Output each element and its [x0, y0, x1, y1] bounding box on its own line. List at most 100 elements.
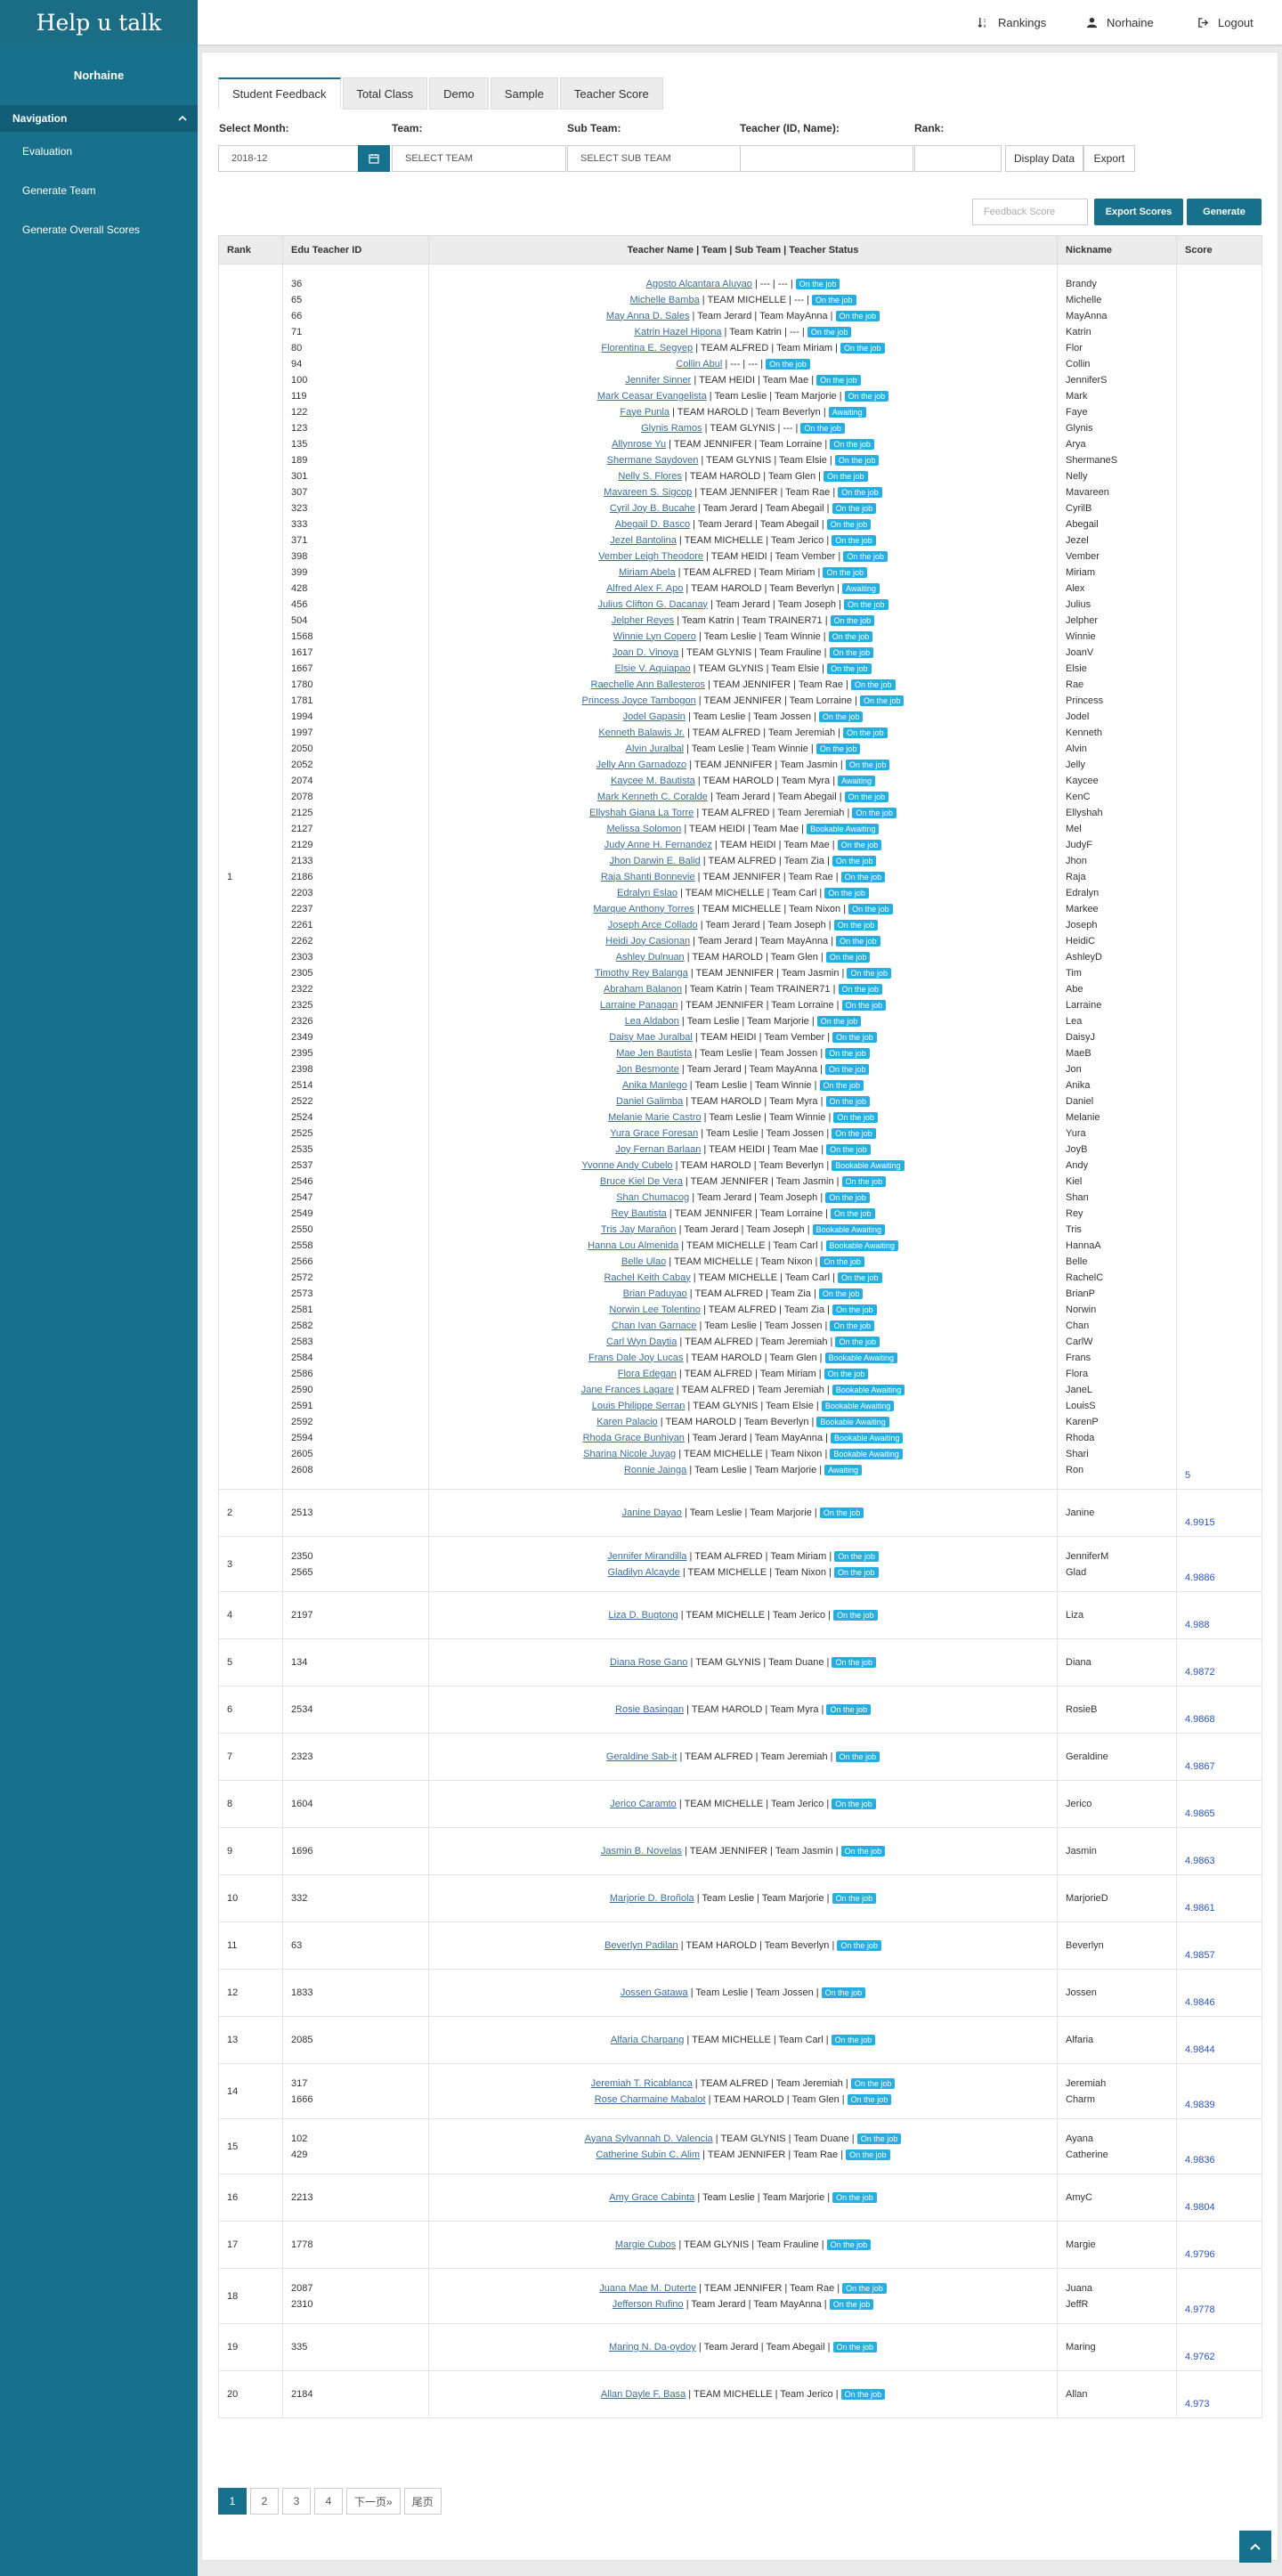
teacher-name-link[interactable]: Mark Ceasar Evangelista [596, 390, 707, 402]
header-teacher-info[interactable]: Teacher Name | Team | Sub Team | Teacher… [428, 235, 1058, 264]
page-button-2[interactable]: 2 [250, 2488, 279, 2515]
teacher-name-link[interactable]: Katrin Hazel Hipona [634, 326, 722, 337]
teacher-name-link[interactable]: Alfaria Charpang [610, 2035, 685, 2045]
teacher-name-link[interactable]: Jeremiah T. Ricablanca [590, 2077, 693, 2089]
teacher-name-link[interactable]: Joan D. Vinoya [612, 646, 679, 658]
teacher-name-link[interactable]: Joseph Arce Collado [607, 919, 698, 930]
teacher-name-link[interactable]: Gladilyn Alcayde [607, 1566, 680, 1578]
teacher-name-link[interactable]: Tris Jay Marañon [600, 1223, 677, 1235]
teacher-name-link[interactable]: Rhoda Grace Bunhiyan [582, 1432, 685, 1443]
teacher-name-link[interactable]: Juana Mae M. Duterte [599, 2282, 697, 2294]
teacher-name-link[interactable]: Frans Dale Joy Lucas [588, 1352, 684, 1363]
teacher-name-link[interactable]: Faye Punla [620, 406, 670, 418]
teacher-name-link[interactable]: Lea Aldabon [624, 1015, 679, 1027]
sidebar-item-evaluation[interactable]: Evaluation [22, 145, 73, 158]
header-teacher-id[interactable]: Edu Teacher ID [282, 235, 429, 264]
score-value[interactable]: 4.9915 [1185, 1517, 1215, 1528]
calendar-button[interactable] [358, 145, 390, 172]
teacher-name-link[interactable]: Heidi Joy Casionan [605, 935, 691, 947]
feedback-score-input[interactable]: Feedback Score [972, 199, 1088, 225]
teacher-name-link[interactable]: Raja Shanti Bonnevie [600, 871, 695, 882]
teacher-name-link[interactable]: Margie Cubos [614, 2239, 677, 2250]
teacher-name-link[interactable]: Mavareen S. Sigcop [604, 486, 693, 498]
teacher-name-link[interactable]: Carl Wyn Daytia [605, 1336, 678, 1347]
teacher-name-link[interactable]: Mae Jen Bautista [616, 1047, 693, 1059]
score-value[interactable]: 4.988 [1185, 1620, 1210, 1630]
score-value[interactable]: 4.9778 [1185, 2304, 1215, 2315]
teacher-name-link[interactable]: Jerico Caramto [610, 1799, 677, 1809]
score-value[interactable]: 4.9844 [1185, 2044, 1215, 2055]
score-value[interactable]: 4.9846 [1185, 1997, 1215, 2008]
teacher-name-link[interactable]: Glynis Ramos [641, 422, 702, 434]
score-value[interactable]: 4.9762 [1185, 2352, 1215, 2362]
score-value[interactable]: 4.9872 [1185, 1667, 1215, 1678]
teacher-name-link[interactable]: Belle Ulao [621, 1255, 667, 1267]
teacher-name-link[interactable]: Cyril Joy B. Bucahe [609, 502, 695, 514]
teacher-name-link[interactable]: Miriam Abela [619, 566, 676, 578]
teacher-name-link[interactable]: Shan Chumacog [616, 1191, 690, 1203]
teacher-name-link[interactable]: Beverlyn Padilan [604, 1940, 678, 1951]
score-value[interactable]: 4.9804 [1185, 2202, 1215, 2213]
teacher-name-link[interactable]: Liza D. Bugtong [608, 1610, 678, 1621]
teacher-name-link[interactable]: Jelly Ann Garnadozo [596, 759, 687, 770]
teacher-name-link[interactable]: Melissa Solomon [606, 823, 682, 834]
teacher-name-link[interactable]: Ronnie Jainga [623, 1464, 687, 1475]
teacher-name-link[interactable]: Yura Grace Foresan [610, 1127, 699, 1139]
teacher-name-link[interactable]: Jon Besmonte [616, 1063, 679, 1075]
tab-demo[interactable]: Demo [429, 77, 489, 110]
teacher-name-link[interactable]: Brian Paduyao [622, 1288, 687, 1299]
tab-student-feedback[interactable]: Student Feedback [218, 77, 341, 110]
score-value[interactable]: 4.9857 [1185, 1950, 1215, 1961]
last-page-button[interactable]: 尾页 [403, 2488, 442, 2515]
teacher-name-link[interactable]: Vember Leigh Theodore [598, 550, 703, 562]
teacher-name-link[interactable]: Alvin Juralbal [625, 743, 685, 754]
teacher-name-link[interactable]: Agosto Alcantara Aluyao [645, 278, 752, 289]
teacher-name-link[interactable]: Abraham Balanon [603, 983, 683, 995]
teacher-name-link[interactable]: Daisy Mae Juralbal [609, 1031, 693, 1043]
teacher-name-link[interactable]: Yvonne Andy Cubelo [581, 1159, 673, 1171]
brand-logo[interactable]: Help u talk [0, 0, 198, 45]
tab-sample[interactable]: Sample [490, 77, 558, 110]
teacher-name-link[interactable]: Mark Kenneth C. Coralde [596, 791, 708, 802]
teacher-name-link[interactable]: Flora Edegan [617, 1368, 677, 1379]
teacher-name-link[interactable]: Ayana Sylvannah D. Valencia [584, 2133, 713, 2144]
teacher-name-link[interactable]: Elsie V. Aquiapao [614, 662, 691, 674]
teacher-name-link[interactable]: Collin Abul [676, 358, 723, 370]
teacher-input[interactable] [740, 145, 913, 172]
score-value[interactable]: 5 [1185, 1470, 1191, 1481]
teacher-name-link[interactable]: Timothy Rey Balanga [595, 967, 688, 979]
teacher-name-link[interactable]: Princess Joyce Tambogon [581, 695, 696, 706]
tab-teacher-score[interactable]: Teacher Score [559, 77, 663, 110]
teacher-name-link[interactable]: Ashley Dulnuan [615, 951, 685, 963]
sidebar-item-generate-overall-scores[interactable]: Generate Overall Scores [22, 223, 141, 236]
generate-button[interactable]: Generate [1187, 199, 1262, 225]
teacher-name-link[interactable]: Sharina Nicole Juyag [583, 1448, 677, 1459]
display-data-button[interactable]: Display Data [1005, 145, 1083, 172]
navigation-header[interactable]: Navigation [0, 105, 198, 132]
teacher-name-link[interactable]: Karen Palacio [596, 1416, 658, 1427]
teacher-name-link[interactable]: Joy Fernan Barlaan [615, 1143, 702, 1155]
teacher-name-link[interactable]: Jasmin B. Novelas [600, 1846, 682, 1857]
teacher-name-link[interactable]: Shermane Saydoven [606, 454, 699, 466]
score-value[interactable]: 4.9839 [1185, 2100, 1215, 2110]
teacher-name-link[interactable]: Hanna Lou Almenida [588, 1239, 679, 1251]
page-button-3[interactable]: 3 [282, 2488, 311, 2515]
teacher-name-link[interactable]: Louis Philippe Serran [591, 1400, 686, 1411]
score-value[interactable]: 4.9868 [1185, 1714, 1215, 1725]
teacher-name-link[interactable]: Rachel Keith Cabay [604, 1272, 691, 1283]
teacher-name-link[interactable]: Judy Anne H. Fernandez [604, 839, 712, 850]
user-menu[interactable]: Norhaine [1086, 0, 1154, 45]
teacher-name-link[interactable]: Allynrose Yu [612, 438, 667, 450]
teacher-name-link[interactable]: Jezel Bantolina [610, 534, 677, 546]
teacher-name-link[interactable]: Florentina E. Segyep [601, 342, 694, 353]
score-value[interactable]: 4.9861 [1185, 1903, 1215, 1914]
teacher-name-link[interactable]: Melanie Marie Castro [608, 1111, 702, 1123]
teacher-name-link[interactable]: May Anna D. Sales [605, 310, 690, 321]
sidebar-item-generate-team[interactable]: Generate Team [22, 184, 96, 197]
teacher-name-link[interactable]: Rosie Basingan [615, 1704, 685, 1715]
month-input[interactable]: 2018-12 [218, 145, 359, 172]
export-scores-button[interactable]: Export Scores [1094, 199, 1183, 225]
teacher-name-link[interactable]: Raechelle Ann Ballesteros [590, 679, 705, 690]
teacher-name-link[interactable]: Catherine Subin C. Alim [596, 2149, 701, 2160]
teacher-name-link[interactable]: Marjorie D. Broñola [609, 1893, 694, 1904]
